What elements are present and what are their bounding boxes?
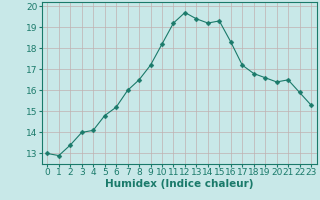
X-axis label: Humidex (Indice chaleur): Humidex (Indice chaleur) [105, 179, 253, 189]
